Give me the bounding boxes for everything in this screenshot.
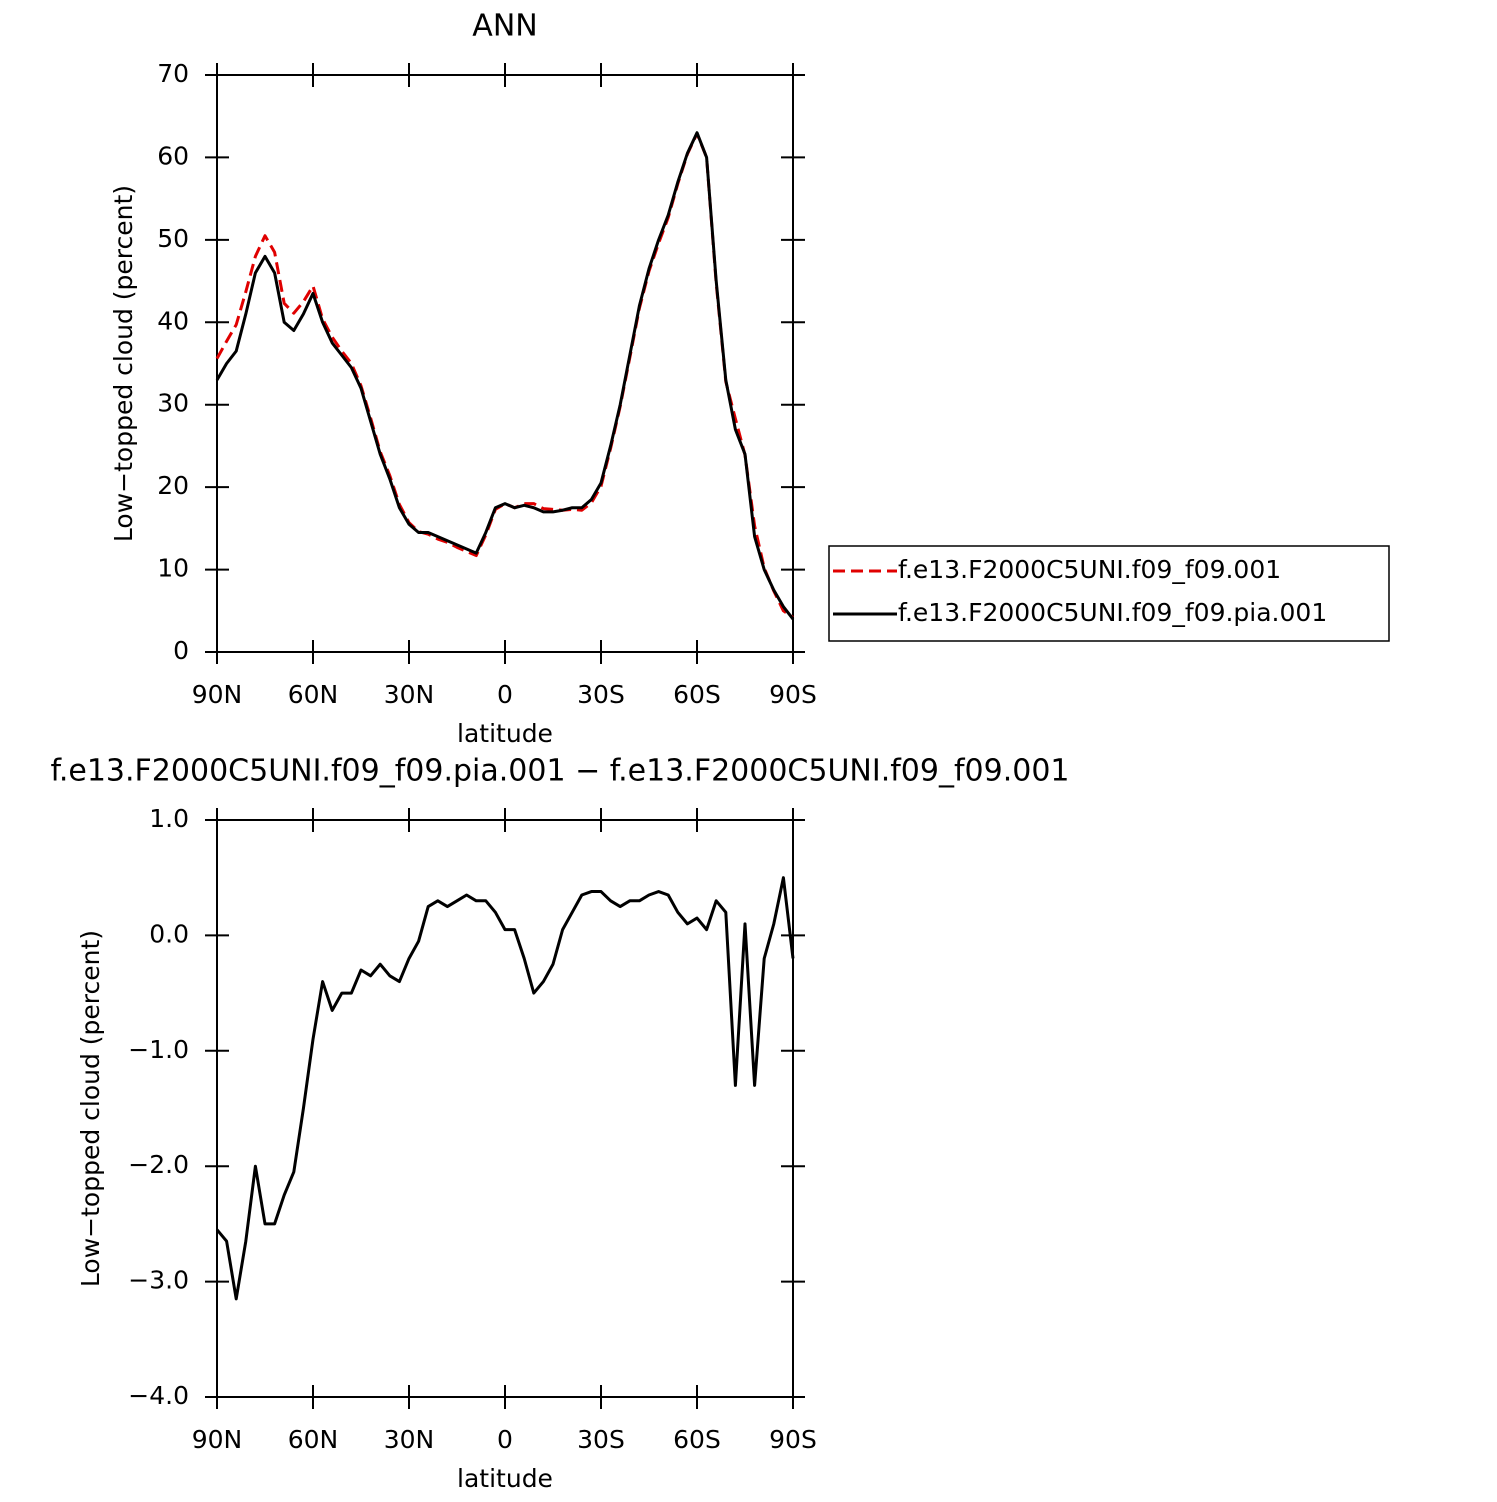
x-tick-label: 60S (673, 1425, 721, 1454)
y-tick-label: 0 (173, 636, 189, 665)
x-tick-label: 30S (577, 680, 625, 709)
x-tick-label: 90S (769, 1425, 817, 1454)
y-tick-label: 10 (157, 554, 189, 583)
x-tick-label: 30N (384, 1425, 435, 1454)
x-axis-label: latitude (457, 1464, 553, 1493)
y-tick-label: 50 (157, 224, 189, 253)
legend-label: f.e13.F2000C5UNI.f09_f09.001 (898, 555, 1281, 584)
y-tick-label: 1.0 (149, 804, 189, 833)
x-tick-label: 60S (673, 680, 721, 709)
x-axis-label: latitude (457, 719, 553, 748)
x-tick-label: 90N (192, 680, 243, 709)
x-tick-label: 0 (497, 1425, 513, 1454)
data-line (215, 132, 794, 619)
y-tick-label: −3.0 (128, 1266, 189, 1295)
y-axis-label: Low−topped cloud (percent) (76, 930, 105, 1287)
y-axis-label: Low−topped cloud (percent) (109, 185, 138, 542)
y-tick-label: 30 (157, 389, 189, 418)
y-tick-label: 60 (157, 141, 189, 170)
x-tick-label: 60N (288, 680, 339, 709)
x-tick-label: 90N (192, 1425, 243, 1454)
y-tick-label: 70 (157, 59, 189, 88)
y-tick-label: 20 (157, 471, 189, 500)
y-tick-label: −1.0 (128, 1035, 189, 1064)
legend-box (828, 545, 1390, 642)
x-tick-label: 90S (769, 680, 817, 709)
y-tick-label: 0.0 (149, 919, 189, 948)
x-tick-label: 60N (288, 1425, 339, 1454)
y-tick-label: 40 (157, 306, 189, 335)
data-line (215, 876, 795, 1301)
legend-label: f.e13.F2000C5UNI.f09_f09.pia.001 (898, 598, 1327, 627)
y-tick-label: −4.0 (128, 1381, 189, 1410)
chart-title: f.e13.F2000C5UNI.f09_f09.pia.001 − f.e13… (50, 754, 1069, 789)
chart-title: ANN (472, 9, 537, 44)
x-tick-label: 30N (384, 680, 435, 709)
x-tick-label: 30S (577, 1425, 625, 1454)
y-tick-label: −2.0 (128, 1150, 189, 1179)
data-line (215, 131, 795, 620)
x-tick-label: 0 (497, 680, 513, 709)
